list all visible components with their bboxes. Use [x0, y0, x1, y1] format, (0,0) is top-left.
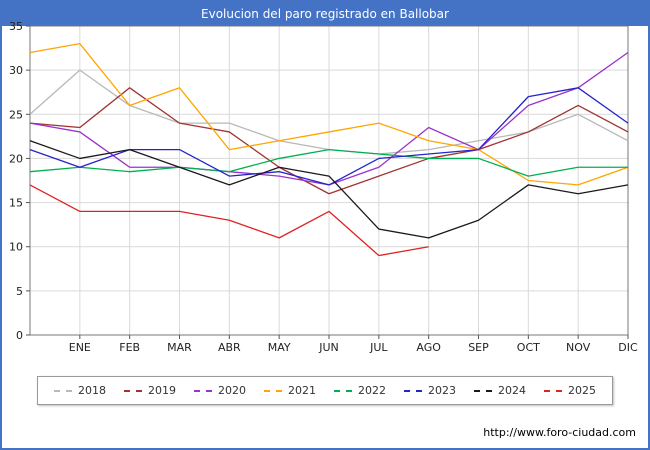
y-tick-label: 30 — [9, 64, 23, 77]
legend-label-2024: 2024 — [498, 384, 526, 397]
x-tick-label: AGO — [416, 341, 441, 354]
series-line-2022 — [29, 148, 628, 177]
y-tick-label: 20 — [9, 152, 23, 165]
legend-item-2021: 2021 — [264, 384, 316, 397]
legend-swatch-2023 — [404, 389, 422, 392]
legend-swatch-2022 — [334, 389, 352, 392]
series-line-2024 — [29, 140, 629, 239]
x-tick-label: MAR — [167, 341, 192, 354]
x-tick-label: OCT — [517, 341, 540, 354]
legend: 2018 2019 2020 2021 2022 2023 2024 2025 — [37, 376, 613, 405]
legend-item-2023: 2023 — [404, 384, 456, 397]
y-tick-label: 35 — [9, 20, 23, 33]
x-tick-label: JUL — [369, 341, 388, 354]
x-tick-label: JUN — [318, 341, 339, 354]
legend-label-2021: 2021 — [288, 384, 316, 397]
x-tick-label: MAY — [268, 341, 291, 354]
legend-swatch-2020 — [194, 389, 212, 392]
legend-label-2019: 2019 — [148, 384, 176, 397]
legend-swatch-2021 — [264, 389, 282, 392]
legend-label-2018: 2018 — [78, 384, 106, 397]
x-tick-label: ENE — [69, 341, 91, 354]
legend-item-2018: 2018 — [54, 384, 106, 397]
y-tick-label: 0 — [16, 329, 23, 342]
chart-title: Evolucion del paro registrado en Balloba… — [2, 2, 648, 26]
x-tick-label: ABR — [218, 341, 241, 354]
legend-label-2025: 2025 — [568, 384, 596, 397]
legend-item-2022: 2022 — [334, 384, 386, 397]
legend-label-2023: 2023 — [428, 384, 456, 397]
legend-swatch-2025 — [544, 389, 562, 392]
series-line-2021 — [29, 43, 629, 186]
legend-swatch-2019 — [124, 389, 142, 392]
legend-item-2025: 2025 — [544, 384, 596, 397]
footer-url-link[interactable]: http://www.foro-ciudad.com — [483, 426, 636, 439]
legend-label-2022: 2022 — [358, 384, 386, 397]
series-line-2025 — [29, 184, 429, 257]
legend-label-2020: 2020 — [218, 384, 246, 397]
x-tick-label: FEB — [119, 341, 140, 354]
y-tick-label: 25 — [9, 108, 23, 121]
x-tick-label: SEP — [468, 341, 489, 354]
legend-swatch-2018 — [54, 389, 72, 392]
y-tick-label: 15 — [9, 197, 23, 210]
x-tick-label: DIC — [618, 341, 638, 354]
x-tick-label: NOV — [566, 341, 591, 354]
legend-swatch-2024 — [474, 389, 492, 392]
legend-item-2019: 2019 — [124, 384, 176, 397]
legend-item-2024: 2024 — [474, 384, 526, 397]
legend-item-2020: 2020 — [194, 384, 246, 397]
y-tick-label: 5 — [16, 285, 23, 298]
series-line-2019 — [29, 87, 629, 195]
y-tick-label: 10 — [9, 241, 23, 254]
